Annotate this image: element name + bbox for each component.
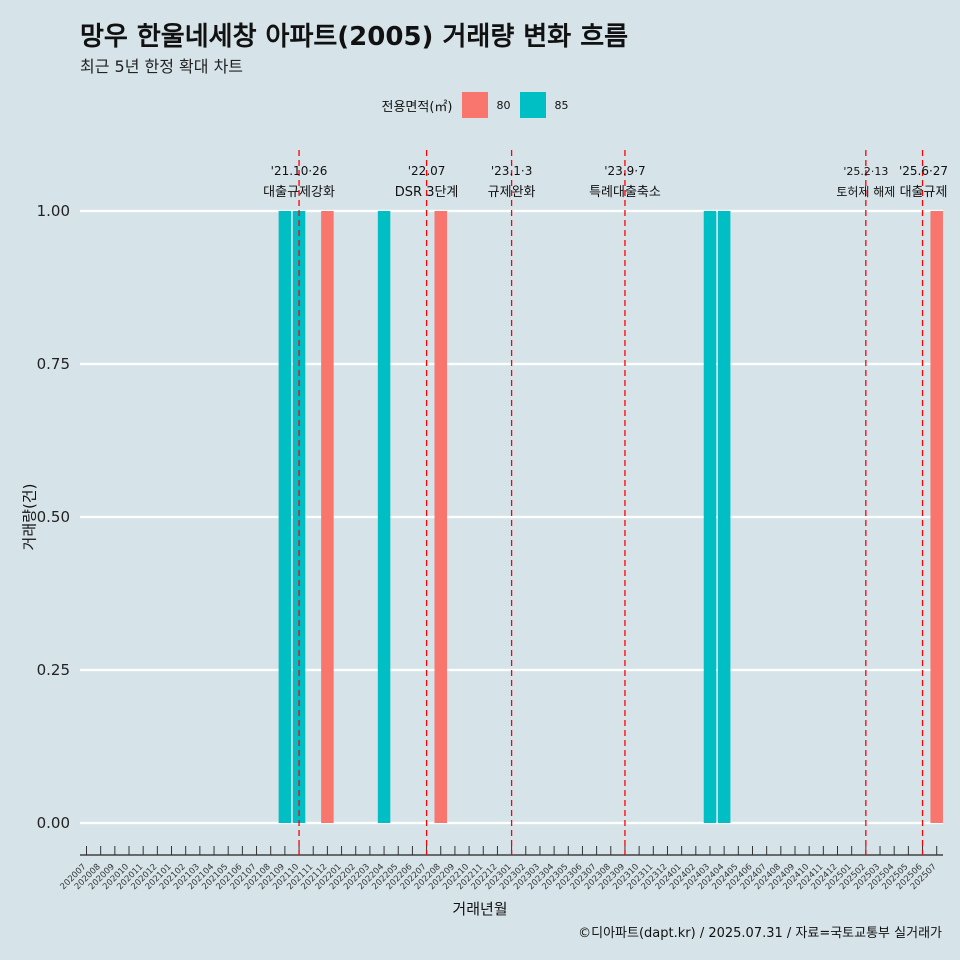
bar-202204-85 (377, 211, 391, 823)
legend-swatch-85 (520, 92, 547, 118)
legend-swatch-80 (462, 92, 489, 118)
y-tick-label: 0.00 (37, 814, 70, 832)
y-tick-label: 1.00 (37, 202, 70, 220)
y-tick-label: 0.50 (37, 508, 70, 526)
event-label: 규제완화 (488, 185, 536, 200)
bar-202404-85 (717, 211, 731, 823)
y-tick-label: 0.25 (37, 661, 70, 679)
bar-202208-80 (434, 211, 447, 823)
event-date: '22.07 (408, 164, 446, 178)
event-date: '23.1·3 (491, 164, 532, 178)
event-label: 대출규제강화 (263, 185, 335, 200)
chart-subtitle: 최근 5년 한정 확대 차트 (80, 57, 244, 76)
bar-202110-85 (292, 211, 306, 823)
event-label: DSR 3단계 (395, 185, 459, 200)
event-label: 대출규제 (900, 185, 948, 200)
bar-202112-80 (321, 211, 334, 823)
event-date: '25.2·13 (843, 165, 888, 178)
legend-label-80: 80 (496, 98, 511, 112)
y-tick-label: 0.75 (37, 355, 70, 373)
y-axis-title: 거래량(건) (20, 483, 39, 551)
legend-title: 전용면적(㎡) (381, 99, 453, 115)
source-footer: ©디아파트(dapt.kr) / 2025.07.31 / 자료=국토교통부 실… (578, 926, 942, 941)
bar-202507-80 (930, 211, 943, 823)
legend: 전용면적(㎡) 80 85 (0, 92, 960, 118)
event-label: 토허제 해제 (836, 185, 895, 199)
event-date: '23.9·7 (604, 164, 645, 178)
bar-202109-85 (278, 211, 292, 823)
chart-title: 망우 한울네세창 아파트(2005) 거래량 변화 흐름 (80, 22, 629, 52)
bar-202403-85 (703, 211, 717, 823)
legend-label-85: 85 (554, 98, 569, 112)
event-date: '21.10·26 (271, 164, 328, 178)
event-label: 특례대출축소 (589, 185, 661, 200)
x-axis-title: 거래년월 (452, 900, 508, 918)
event-date: '25.6·27 (899, 164, 948, 178)
